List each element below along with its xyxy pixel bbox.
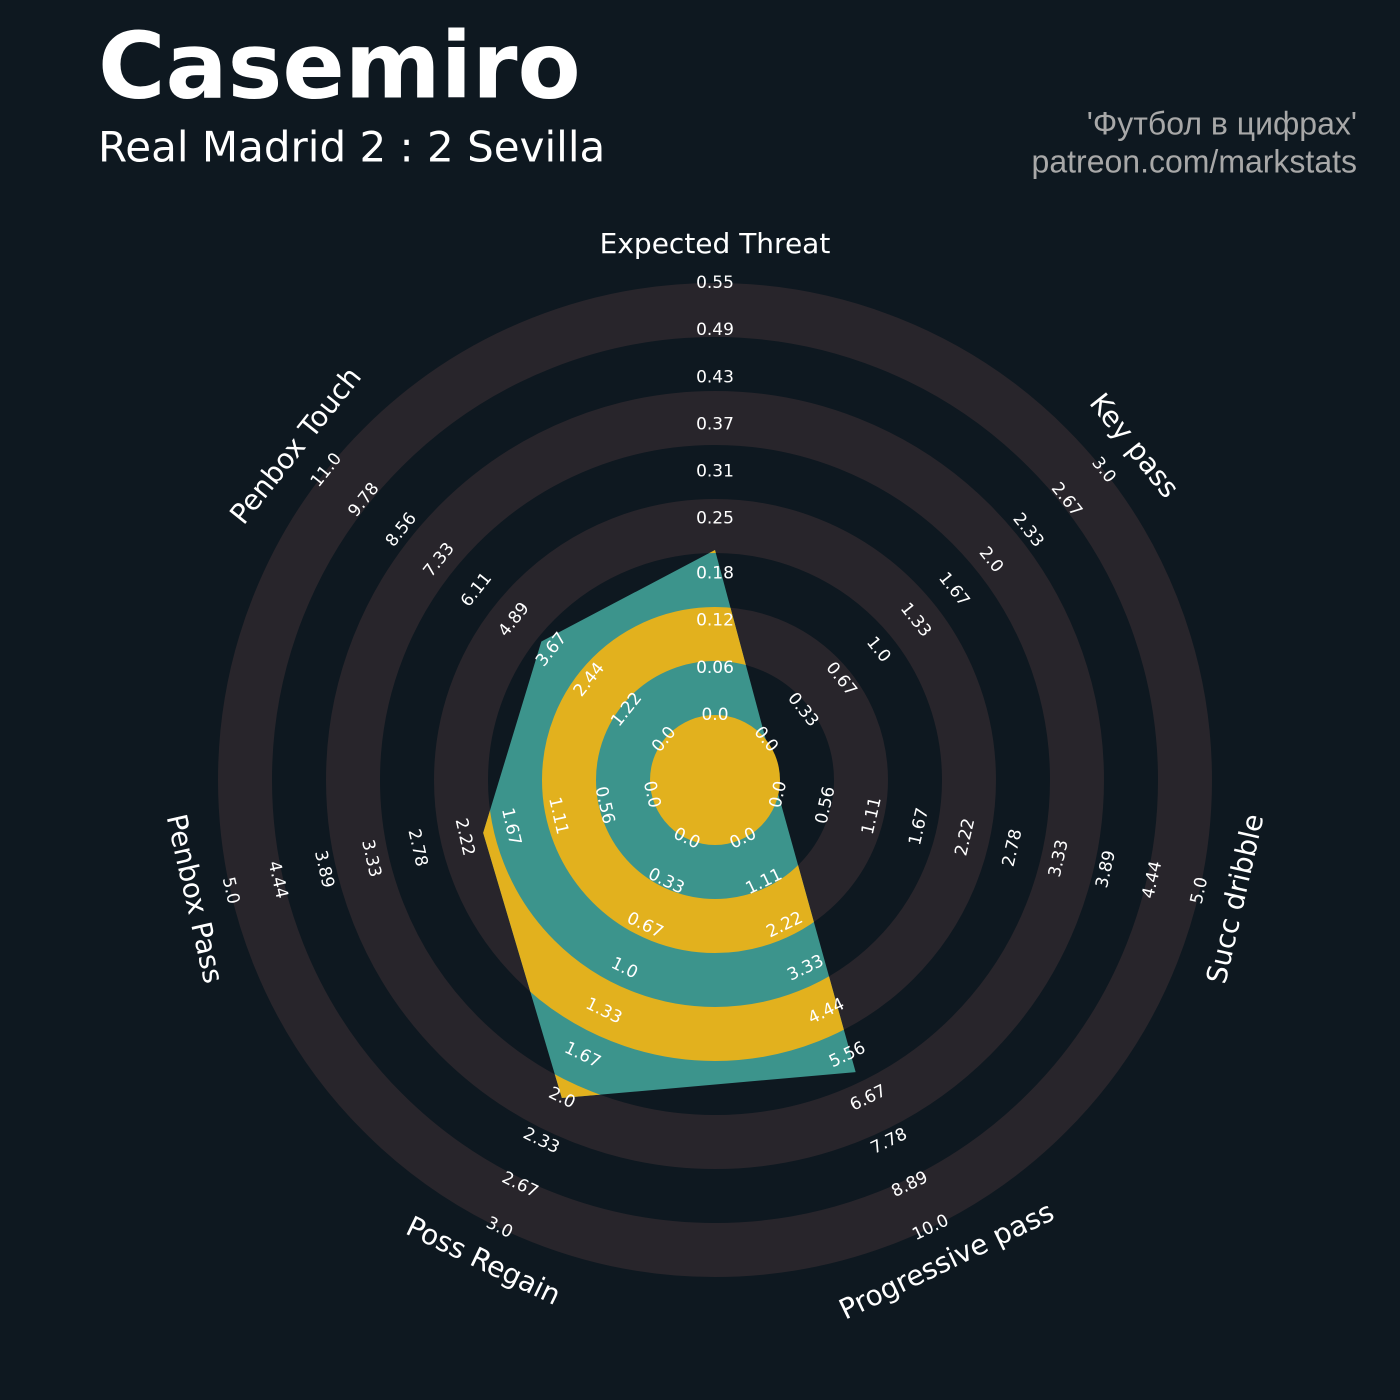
ring-highlight bbox=[483, 550, 856, 1061]
tick-label: 2.78 bbox=[403, 827, 431, 868]
tick-label: 6.11 bbox=[457, 569, 496, 611]
axis-label: Penbox Pass bbox=[160, 811, 231, 986]
tick-label: 1.0 bbox=[862, 633, 895, 667]
tick-label: 0.12 bbox=[696, 611, 734, 631]
tick-label: 0.43 bbox=[696, 367, 734, 387]
axis-label: Expected Threat bbox=[600, 227, 831, 260]
ring-highlight bbox=[542, 607, 856, 953]
tick-label: 0.49 bbox=[696, 320, 734, 340]
ring-band bbox=[218, 283, 1212, 1277]
tick-label: 1.67 bbox=[905, 806, 933, 847]
tick-label: 0.25 bbox=[696, 509, 734, 529]
tick-label: 0.55 bbox=[696, 273, 734, 293]
tick-label: 0.0 bbox=[701, 705, 728, 725]
radar bbox=[483, 550, 856, 1099]
credit: 'Футбол в цифрах' bbox=[1087, 105, 1357, 141]
radar-highlight bbox=[483, 550, 856, 1099]
chart-subtitle: Real Madrid 2 : 2 Sevilla bbox=[98, 123, 605, 172]
tick-label: 0.37 bbox=[696, 414, 734, 434]
center-circle bbox=[650, 715, 780, 845]
tick-label: 0.06 bbox=[696, 658, 734, 678]
ring-band bbox=[326, 391, 1104, 1169]
credit: patreon.com/markstats bbox=[1032, 143, 1357, 179]
tick-label: 1.67 bbox=[934, 569, 973, 611]
axis-label: Succ dribble bbox=[1200, 811, 1271, 987]
tick-label: 0.31 bbox=[696, 462, 734, 482]
tick-label: 2.78 bbox=[999, 827, 1027, 868]
tick-label: 0.18 bbox=[696, 564, 734, 584]
chart-title: Casemiro bbox=[98, 12, 581, 119]
